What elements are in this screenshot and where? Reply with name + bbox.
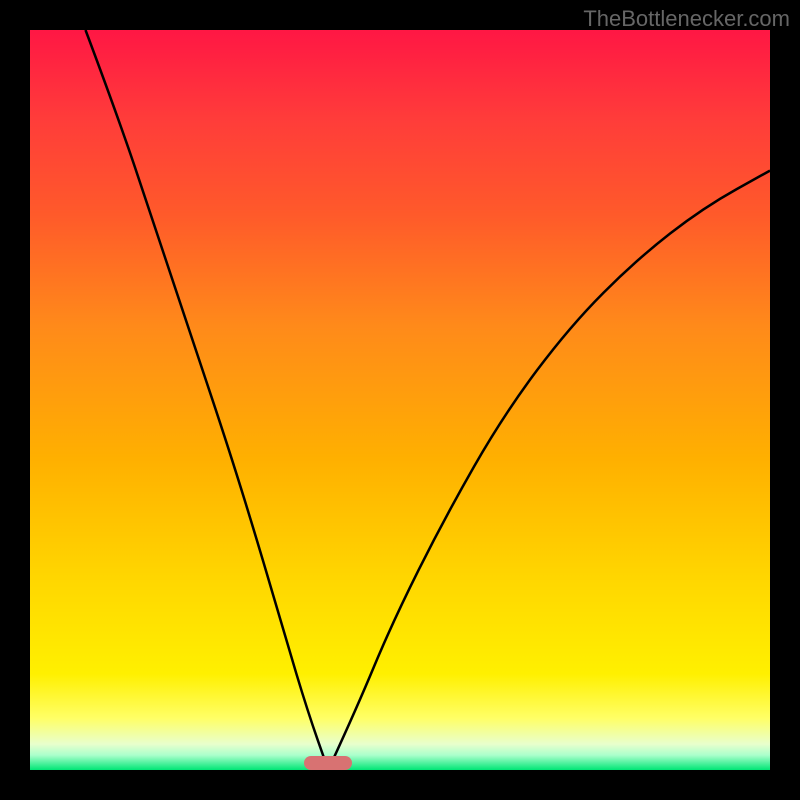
bottleneck-notch: [304, 756, 352, 770]
watermark-text: TheBottlenecker.com: [583, 6, 790, 32]
plot-area: [30, 30, 770, 770]
chart-container: TheBottlenecker.com: [0, 0, 800, 800]
